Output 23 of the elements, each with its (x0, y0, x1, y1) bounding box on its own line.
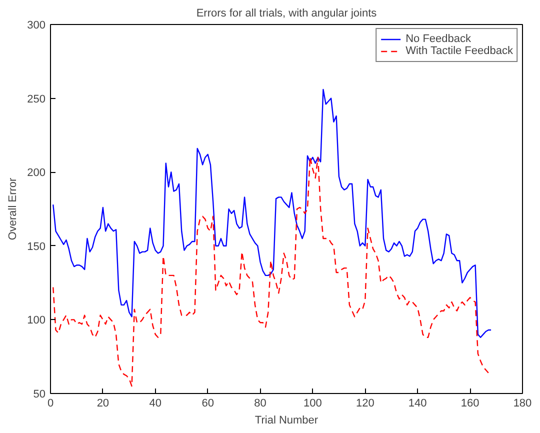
legend-label: No Feedback (406, 33, 472, 45)
x-tick-label: 140 (408, 398, 427, 410)
x-tick-label: 60 (202, 398, 214, 410)
x-tick-label: 120 (356, 398, 374, 410)
chart-title: Errors for all trials, with angular joints (196, 8, 378, 20)
y-axis-title: Overall Error (7, 177, 20, 240)
y-tick-label: 50 (33, 388, 46, 400)
y-tick-label: 300 (27, 20, 46, 32)
x-tick-label: 100 (304, 398, 322, 410)
y-tick-label: 200 (27, 167, 46, 180)
x-tick-label: 0 (47, 398, 54, 410)
legend-label: With Tactile Feedback (406, 45, 513, 57)
x-tick-label: 20 (96, 398, 110, 410)
x-axis-title: Trial Number (254, 414, 318, 426)
line-series (52, 156, 490, 387)
y-tick-label: 250 (27, 93, 46, 106)
x-tick-label: 40 (149, 398, 162, 410)
x-tick-label: 180 (513, 398, 532, 410)
x-tick-label: 80 (254, 398, 266, 410)
y-tick-label: 100 (27, 314, 46, 327)
line-series (52, 88, 492, 338)
y-tick-label: 150 (27, 240, 46, 253)
x-tick-label: 160 (460, 398, 480, 410)
